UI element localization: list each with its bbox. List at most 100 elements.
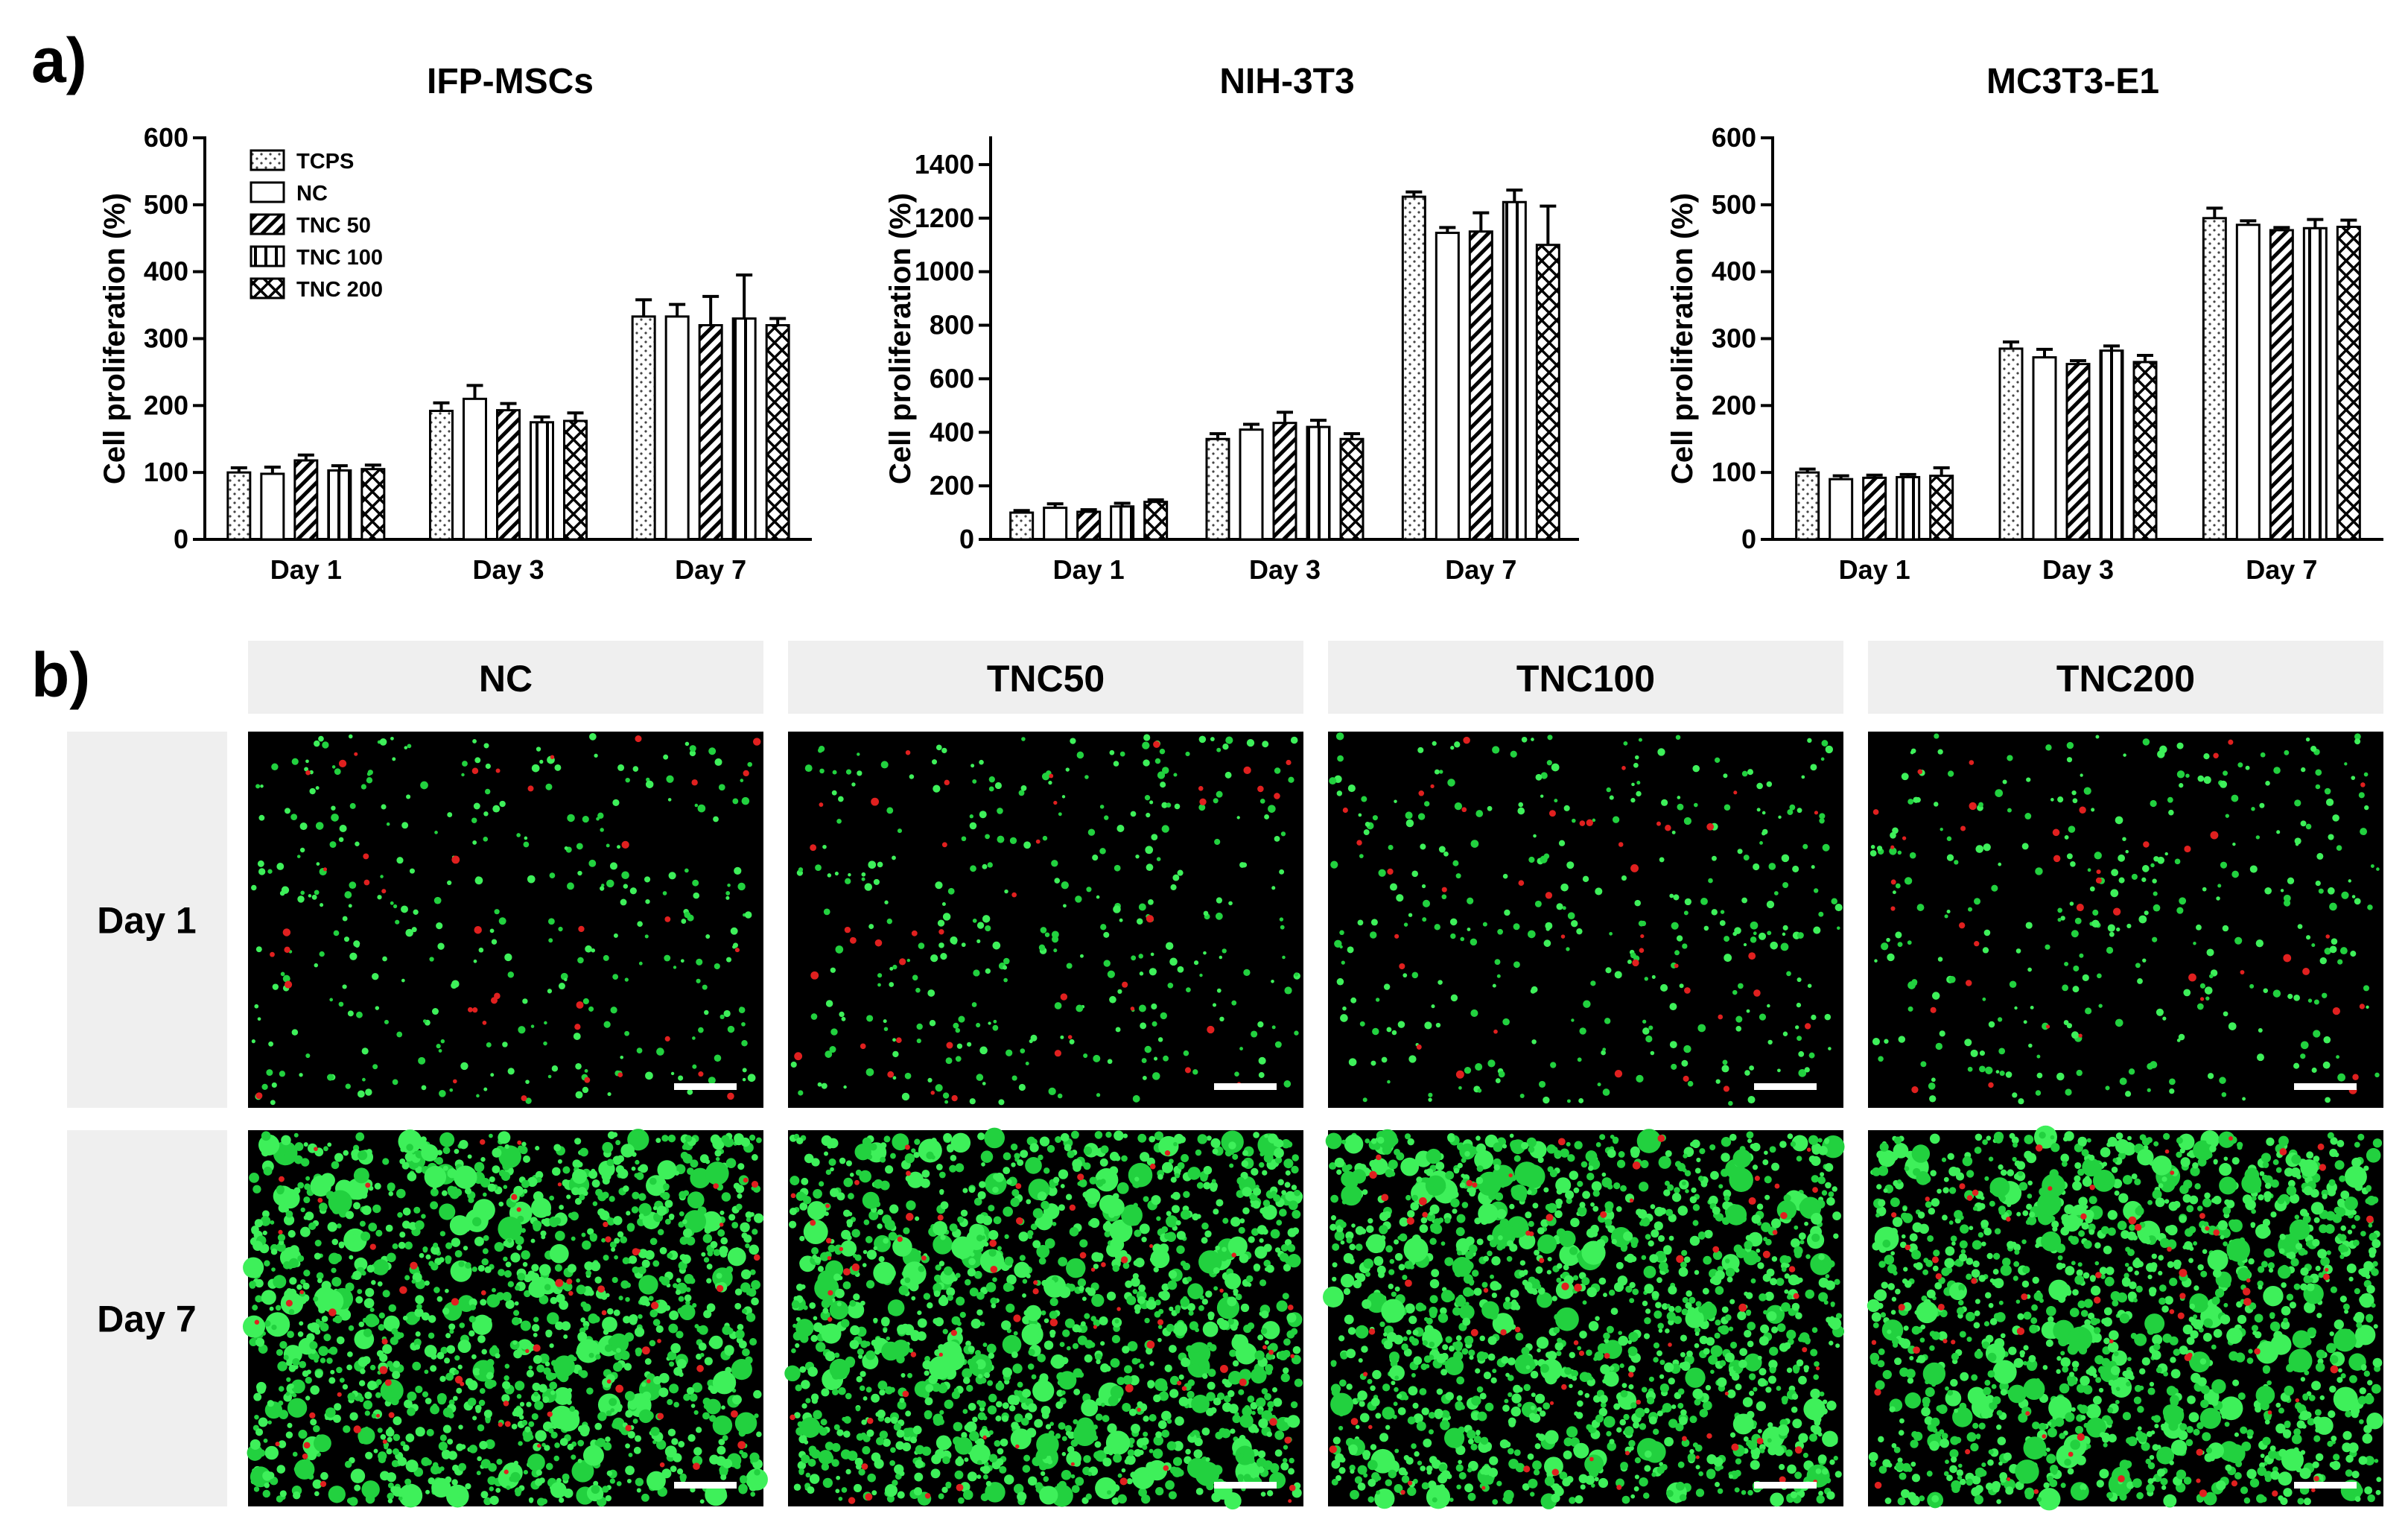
scale-bar	[2294, 1083, 2357, 1090]
bar	[1502, 200, 1527, 541]
bar-charts: IFP-MSCs Cell proliferation (%) 0 100 200 300…	[98, 62, 2383, 585]
category-label: Day 3	[2042, 554, 2114, 585]
scale-bar	[2294, 1482, 2357, 1489]
bar	[2336, 225, 2361, 541]
row-header	[67, 732, 227, 1108]
column-header	[788, 641, 1303, 714]
y-tick-label: 0	[174, 524, 188, 554]
chart-2: NIH-3T3 Cell proliferation (%) 0 200 400 600 8…	[884, 62, 1579, 585]
bar	[2202, 217, 2227, 541]
bar	[530, 421, 554, 541]
bar	[293, 459, 319, 541]
fluorescence-micrograph	[242, 1129, 768, 1508]
bar	[1998, 347, 2024, 541]
bar	[1829, 478, 1854, 541]
legend-swatch	[250, 245, 285, 267]
legend-label: NC	[296, 182, 328, 206]
legend-label: TNC 200	[296, 278, 383, 302]
chart-title: MC3T3-E1	[1986, 62, 2159, 101]
y-tick-label: 400	[1712, 256, 1756, 287]
chart-3: MC3T3-E1 Cell proliferation (%) 0 100 200 300…	[1666, 62, 2383, 585]
bar	[1306, 425, 1331, 541]
legend-swatch	[250, 277, 285, 299]
column-header	[1868, 641, 2383, 714]
y-tick-label: 0	[959, 524, 974, 554]
bar	[1205, 437, 1230, 541]
bar	[1468, 230, 1493, 541]
category-label: Day 1	[270, 554, 342, 585]
category-label: Day 7	[1445, 554, 1516, 585]
column-header-label: NC	[479, 658, 533, 700]
y-tick-label: 600	[1712, 122, 1756, 153]
bar	[1272, 422, 1297, 541]
category-label: Day 1	[1053, 554, 1125, 585]
y-tick-label: 1000	[915, 256, 974, 287]
bar	[226, 471, 252, 541]
legend-label: TCPS	[296, 150, 354, 174]
bar	[2269, 229, 2294, 541]
bar	[360, 468, 386, 541]
column-header	[1328, 641, 1843, 714]
category-label: Day 1	[1839, 554, 1910, 585]
bar	[698, 324, 723, 541]
y-tick-label: 600	[930, 363, 974, 393]
bar	[327, 469, 352, 541]
bar	[731, 317, 757, 541]
y-tick-label: 100	[1712, 457, 1756, 487]
bar	[1143, 501, 1169, 541]
y-axis-label: Cell proliferation (%)	[1666, 193, 1699, 484]
bar	[1862, 476, 1887, 541]
legend-label: TNC 50	[296, 214, 371, 238]
legend: TCPS NC TNC 50 TNC 100 TNC 200	[250, 149, 383, 302]
bar	[765, 324, 790, 541]
scale-bar	[1214, 1482, 1277, 1489]
row-header-label: Day 1	[97, 900, 196, 942]
bar	[1009, 511, 1035, 541]
y-tick-label: 300	[144, 323, 188, 354]
fluorescence-micrograph	[1868, 732, 2383, 1108]
fluorescence-micrograph	[1323, 1129, 1845, 1509]
category-label: Day 7	[675, 554, 746, 585]
bar	[463, 397, 487, 541]
y-tick-label: 200	[144, 390, 188, 420]
bar	[1339, 437, 1365, 541]
y-tick-label: 400	[930, 416, 974, 447]
scale-bar	[674, 1482, 737, 1489]
y-tick-label: 400	[144, 256, 188, 287]
bar	[1535, 244, 1560, 541]
bar	[1043, 507, 1068, 541]
y-tick-label: 200	[1712, 390, 1756, 420]
bar	[1435, 232, 1460, 541]
legend-swatch	[250, 181, 285, 203]
panel-b-label: b)	[31, 640, 90, 710]
category-label: Day 3	[472, 554, 544, 585]
y-tick-label: 0	[1741, 524, 1756, 554]
legend-label: TNC 100	[296, 246, 383, 270]
column-header-label: TNC100	[1516, 658, 1655, 700]
bar	[631, 315, 656, 541]
fluorescence-micrograph	[248, 732, 763, 1108]
y-tick-label: 500	[1712, 189, 1756, 220]
bar	[1110, 505, 1135, 541]
row-header-label: Day 7	[97, 1299, 196, 1340]
y-tick-label: 500	[144, 189, 188, 220]
y-tick-label: 1200	[915, 203, 974, 233]
scale-bar	[674, 1083, 737, 1090]
bar	[664, 315, 690, 541]
legend-swatch	[250, 213, 285, 235]
bar	[2302, 226, 2328, 541]
bar	[1239, 428, 1264, 541]
column-header-label: TNC50	[987, 658, 1105, 700]
bar	[2065, 363, 2091, 541]
column-header-label: TNC200	[2056, 658, 2195, 700]
fluorescence-micrograph	[1867, 1125, 2383, 1511]
y-tick-label: 200	[930, 470, 974, 501]
row-header	[67, 1130, 227, 1506]
y-tick-label: 600	[144, 122, 188, 153]
scale-bar	[1754, 1482, 1817, 1489]
bar	[2099, 349, 2124, 541]
y-tick-label: 1400	[915, 149, 974, 180]
fluorescence-micrograph	[788, 732, 1303, 1108]
bar	[1795, 471, 1820, 541]
